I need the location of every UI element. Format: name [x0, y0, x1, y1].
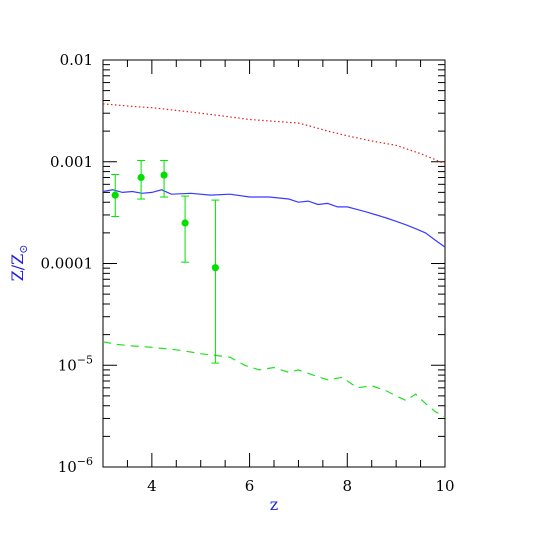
data-point-group	[181, 195, 190, 263]
x-tick-label: 4	[147, 477, 157, 495]
x-tick-label: 6	[245, 477, 255, 495]
series-line-solid	[102, 189, 446, 248]
data-point-group	[111, 173, 120, 217]
x-axis-title: z	[270, 495, 278, 514]
x-tick-label: 8	[343, 477, 353, 495]
x-axis-ticks: 4 6 8 10	[102, 60, 455, 495]
data-point-group	[160, 159, 169, 198]
data-points-layer	[111, 159, 220, 364]
y-axis-ticks: 0.01 0.001 0.0001 10−5 10−6	[41, 51, 445, 476]
series-line-dashed	[102, 341, 446, 418]
data-point	[160, 171, 168, 179]
y-axis-title-main: Z/Z	[8, 254, 27, 282]
svg-text:Z/Z⊙: Z/Z⊙	[8, 245, 30, 282]
series-line-dotted	[102, 103, 446, 165]
y-axis-title: Z/Z⊙	[8, 245, 30, 282]
data-point	[181, 219, 189, 227]
data-point	[111, 191, 119, 199]
data-point-group	[211, 199, 220, 364]
y-axis-title-sub: ⊙	[17, 245, 30, 254]
data-point-group	[137, 159, 146, 200]
plot-frame	[102, 59, 446, 468]
series-layer	[102, 103, 446, 418]
y-tick-label: 10−5	[58, 353, 93, 374]
data-point	[211, 264, 219, 272]
y-tick-label: 0.001	[50, 153, 93, 171]
y-tick-label: 10−6	[58, 455, 93, 476]
y-tick-label: 0.01	[60, 51, 93, 69]
data-point	[137, 173, 145, 182]
y-tick-label: 0.0001	[41, 255, 94, 273]
x-tick-label: 10	[435, 477, 454, 495]
